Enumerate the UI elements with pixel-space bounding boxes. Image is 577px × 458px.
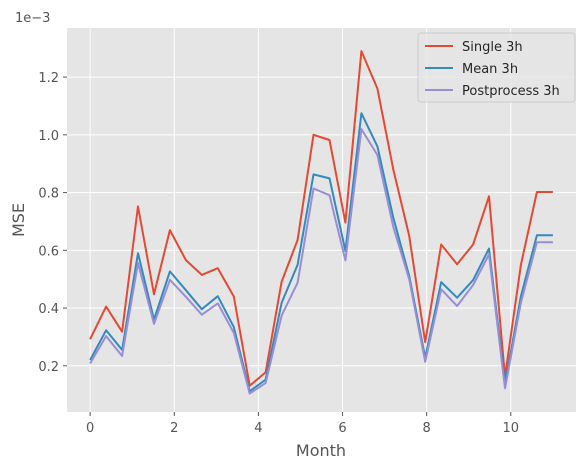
x-tick-label: 10 bbox=[503, 421, 520, 436]
x-tick-label: 0 bbox=[86, 421, 94, 436]
y-tick-label: 0.8 bbox=[38, 187, 59, 202]
legend-box bbox=[417, 32, 576, 103]
y-scale-offset-label: 1e−3 bbox=[15, 11, 50, 26]
x-tick-label: 6 bbox=[338, 421, 346, 436]
y-tick-label: 1.0 bbox=[38, 129, 59, 144]
x-tick-label: 2 bbox=[170, 421, 178, 436]
y-tick-label: 0.4 bbox=[38, 302, 59, 317]
x-axis-label: Month bbox=[296, 441, 346, 458]
series-line-0 bbox=[89, 50, 553, 387]
x-tick-label: 8 bbox=[423, 421, 431, 436]
series-line-1 bbox=[89, 112, 553, 393]
series-line-2 bbox=[89, 128, 553, 395]
y-tick-label: 0.6 bbox=[38, 244, 59, 259]
x-tick-label: 4 bbox=[254, 421, 262, 436]
y-tick-label: 1.2 bbox=[38, 71, 59, 86]
y-tick-label: 0.2 bbox=[38, 360, 59, 375]
legend: Single 3h Mean 3h Postprocess 3h bbox=[417, 32, 576, 103]
series-lines bbox=[89, 50, 553, 395]
y-axis-ticks: 0.2 0.4 0.6 0.8 1.0 1.2 bbox=[38, 71, 67, 375]
legend-label: Postprocess 3h bbox=[462, 84, 560, 99]
legend-label: Single 3h bbox=[462, 40, 523, 55]
legend-label: Mean 3h bbox=[462, 62, 518, 77]
y-axis-label: MSE bbox=[9, 203, 28, 237]
x-axis-ticks: 0 2 4 6 8 10 bbox=[86, 412, 519, 436]
